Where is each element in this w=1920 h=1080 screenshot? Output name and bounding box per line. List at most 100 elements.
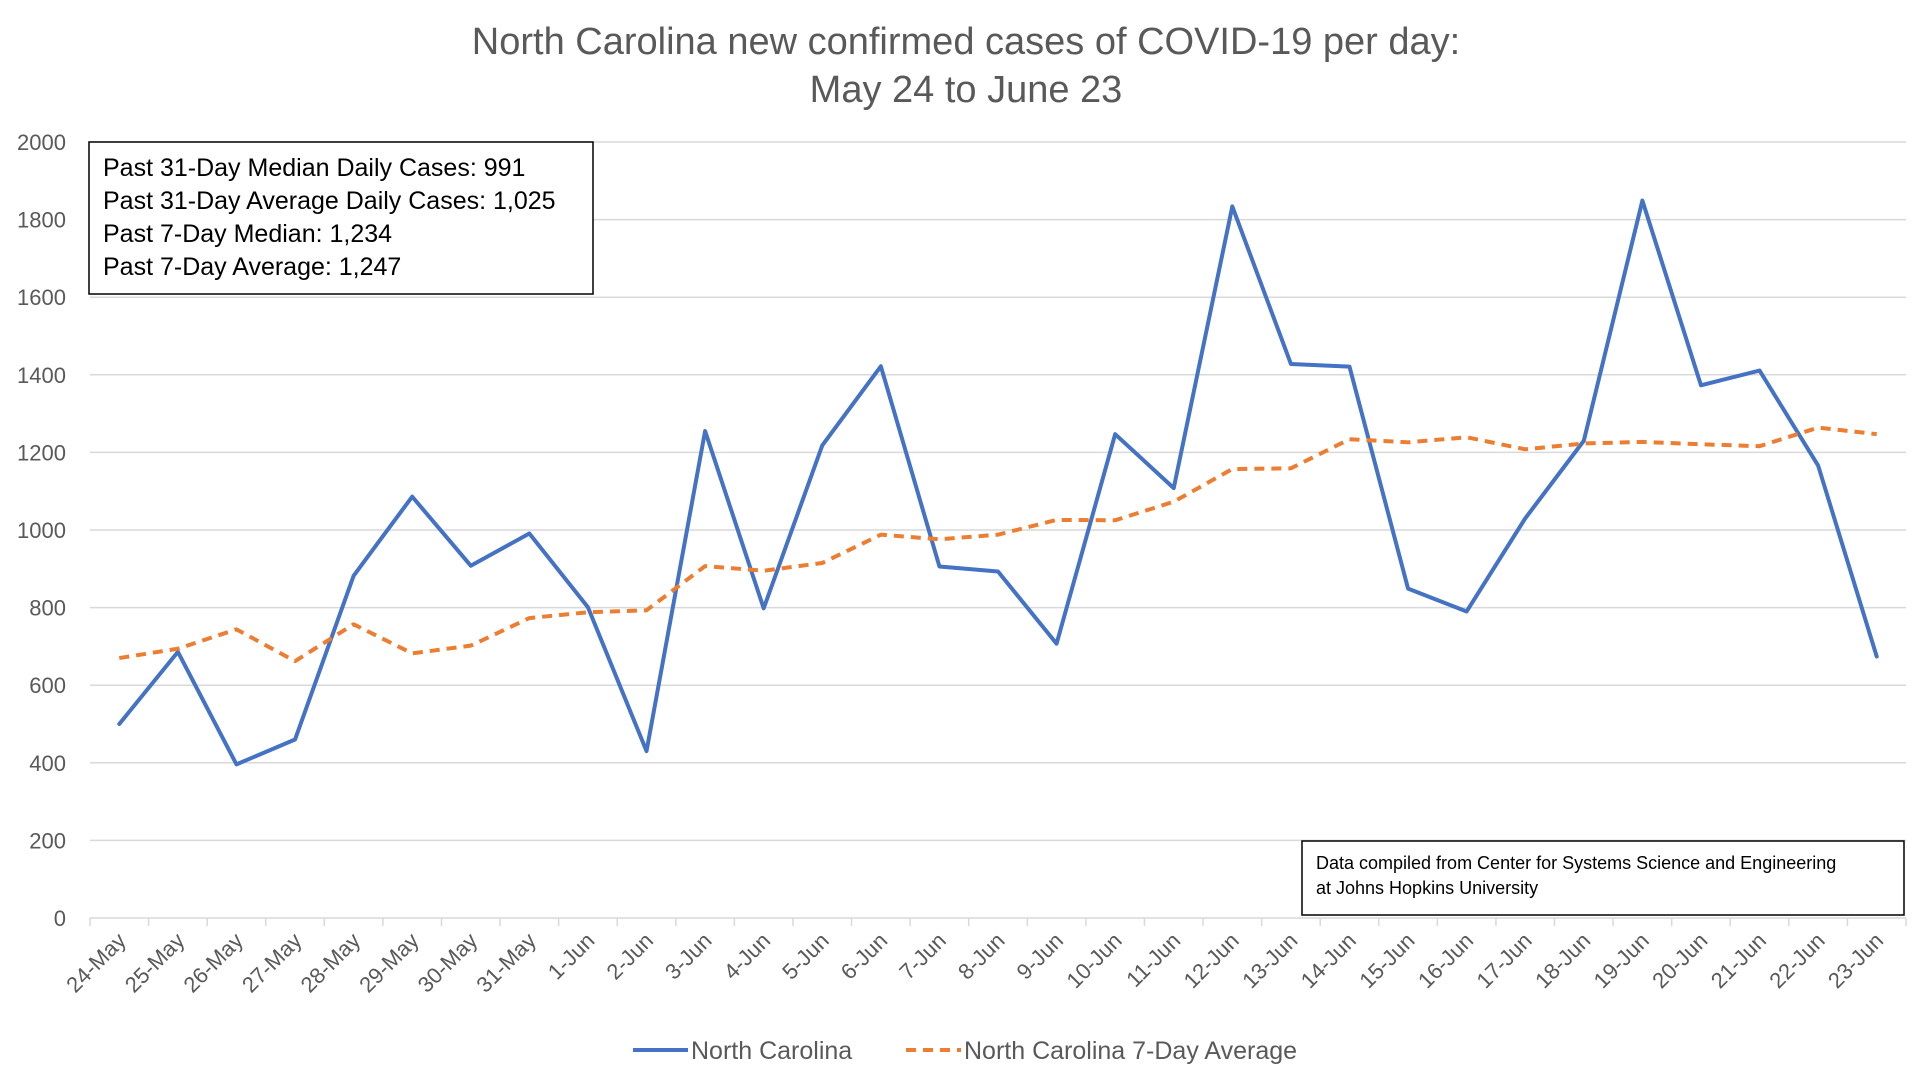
x-tick-label: 10-Jun bbox=[1061, 928, 1126, 993]
y-tick-label: 1400 bbox=[17, 363, 66, 388]
data-point-north-carolina bbox=[1465, 609, 1469, 613]
data-point-north-carolina bbox=[1172, 486, 1176, 490]
data-point-7-day-average bbox=[1523, 447, 1527, 451]
data-point-7-day-average bbox=[410, 651, 414, 655]
x-tick-label: 27-May bbox=[237, 928, 307, 998]
data-point-7-day-average bbox=[1113, 518, 1117, 522]
legend-label-7-day-average: North Carolina 7-Day Average bbox=[964, 1037, 1297, 1065]
data-point-north-carolina bbox=[1699, 383, 1703, 387]
x-tick-label: 15-Jun bbox=[1354, 928, 1419, 993]
data-point-north-carolina bbox=[645, 749, 649, 753]
data-point-7-day-average bbox=[234, 627, 238, 631]
data-point-north-carolina bbox=[586, 605, 590, 609]
x-tick-label: 24-May bbox=[61, 928, 131, 998]
x-tick-label: 25-May bbox=[120, 928, 190, 998]
data-point-north-carolina bbox=[293, 738, 297, 742]
x-tick-label: 31-May bbox=[471, 928, 541, 998]
data-point-north-carolina bbox=[1875, 654, 1879, 658]
x-tick-label: 23-Jun bbox=[1823, 928, 1888, 993]
gridlines bbox=[90, 141, 1906, 842]
data-point-7-day-average bbox=[117, 656, 121, 660]
x-tick-label: 19-Jun bbox=[1589, 928, 1654, 993]
x-tick-label: 3-Jun bbox=[660, 928, 717, 985]
data-point-7-day-average bbox=[1289, 466, 1293, 470]
data-point-7-day-average bbox=[293, 659, 297, 663]
data-point-north-carolina bbox=[352, 574, 356, 578]
data-point-7-day-average bbox=[703, 564, 707, 568]
data-point-7-day-average bbox=[1875, 432, 1879, 436]
y-tick-label: 0 bbox=[54, 906, 66, 931]
data-point-7-day-average bbox=[1816, 426, 1820, 430]
x-tick-label: 20-Jun bbox=[1647, 928, 1712, 993]
data-point-north-carolina bbox=[1055, 642, 1059, 646]
data-point-7-day-average bbox=[1582, 441, 1586, 445]
y-tick-label: 400 bbox=[29, 751, 66, 776]
data-point-7-day-average bbox=[996, 533, 1000, 537]
source-box: Data compiled from Center for Systems Sc… bbox=[1301, 840, 1905, 916]
data-point-7-day-average bbox=[820, 561, 824, 565]
data-point-7-day-average bbox=[1172, 500, 1176, 504]
x-tick-label: 18-Jun bbox=[1530, 928, 1595, 993]
data-point-north-carolina bbox=[234, 762, 238, 766]
y-tick-label: 1000 bbox=[17, 518, 66, 543]
legend-label-north-carolina: North Carolina bbox=[691, 1037, 852, 1065]
x-tick-label: 28-May bbox=[296, 928, 366, 998]
y-tick-label: 1600 bbox=[17, 285, 66, 310]
stats-box: Past 31-Day Median Daily Cases: 991 Past… bbox=[88, 141, 594, 295]
chart-title-line2: May 24 to June 23 bbox=[810, 69, 1123, 111]
data-point-north-carolina bbox=[1347, 365, 1351, 369]
data-point-7-day-average bbox=[469, 644, 473, 648]
data-point-7-day-average bbox=[1230, 467, 1234, 471]
y-tick-label: 600 bbox=[29, 673, 66, 698]
x-tick-label: 5-Jun bbox=[777, 928, 834, 985]
x-tick-label: 29-May bbox=[354, 928, 424, 998]
x-tick-label: 2-Jun bbox=[601, 928, 658, 985]
x-tick-label: 11-Jun bbox=[1121, 928, 1185, 992]
stats-box-frame bbox=[88, 141, 594, 295]
data-point-north-carolina bbox=[1406, 587, 1410, 591]
y-tick-label: 2000 bbox=[17, 130, 66, 155]
x-tick-label: 9-Jun bbox=[1012, 928, 1069, 985]
source-box-frame bbox=[1301, 840, 1905, 916]
x-tick-label: 8-Jun bbox=[953, 928, 1010, 985]
series-line-north-carolina bbox=[117, 198, 1879, 767]
data-point-north-carolina bbox=[996, 570, 1000, 574]
x-tick-label: 12-Jun bbox=[1179, 928, 1244, 993]
data-point-7-day-average bbox=[527, 616, 531, 620]
x-tick-label: 14-Jun bbox=[1296, 928, 1361, 993]
y-tick-label: 800 bbox=[29, 596, 66, 621]
data-point-north-carolina bbox=[1640, 199, 1644, 203]
data-point-7-day-average bbox=[937, 537, 941, 541]
stats-average-31: Past 31-Day Average Daily Cases: 1,025 bbox=[103, 187, 556, 215]
data-point-7-day-average bbox=[645, 608, 649, 612]
y-tick-label: 1800 bbox=[17, 208, 66, 233]
data-point-north-carolina bbox=[117, 722, 121, 726]
y-tick-label: 200 bbox=[29, 828, 66, 853]
data-point-7-day-average bbox=[1465, 435, 1469, 439]
data-point-7-day-average bbox=[1055, 518, 1059, 522]
series-line-7-day-average bbox=[118, 425, 1877, 664]
x-tick-label: 13-Jun bbox=[1237, 928, 1302, 993]
data-point-north-carolina bbox=[1816, 464, 1820, 468]
x-tick-label: 22-Jun bbox=[1764, 928, 1829, 993]
data-point-7-day-average bbox=[1699, 442, 1703, 446]
data-point-north-carolina bbox=[1113, 432, 1117, 436]
data-point-7-day-average bbox=[1640, 440, 1644, 444]
data-point-7-day-average bbox=[352, 622, 356, 626]
source-line1: Data compiled from Center for Systems Sc… bbox=[1316, 853, 1836, 873]
data-point-7-day-average bbox=[1758, 444, 1762, 448]
data-point-north-carolina bbox=[1758, 369, 1762, 373]
x-tick-label: 17-Jun bbox=[1472, 928, 1537, 993]
y-tick-label: 1200 bbox=[17, 440, 66, 465]
data-point-north-carolina bbox=[879, 364, 883, 368]
legend: North Carolina North Carolina 7-Day Aver… bbox=[633, 1037, 1297, 1065]
x-tick-label: 30-May bbox=[413, 928, 483, 998]
data-point-north-carolina bbox=[703, 429, 707, 433]
data-point-7-day-average bbox=[879, 533, 883, 537]
chart-title-line1: North Carolina new confirmed cases of CO… bbox=[472, 21, 1460, 63]
stats-average-7: Past 7-Day Average: 1,247 bbox=[103, 253, 401, 281]
data-point-north-carolina bbox=[469, 564, 473, 568]
x-tick-label: 21-Jun bbox=[1706, 928, 1771, 993]
data-point-north-carolina bbox=[527, 531, 531, 535]
